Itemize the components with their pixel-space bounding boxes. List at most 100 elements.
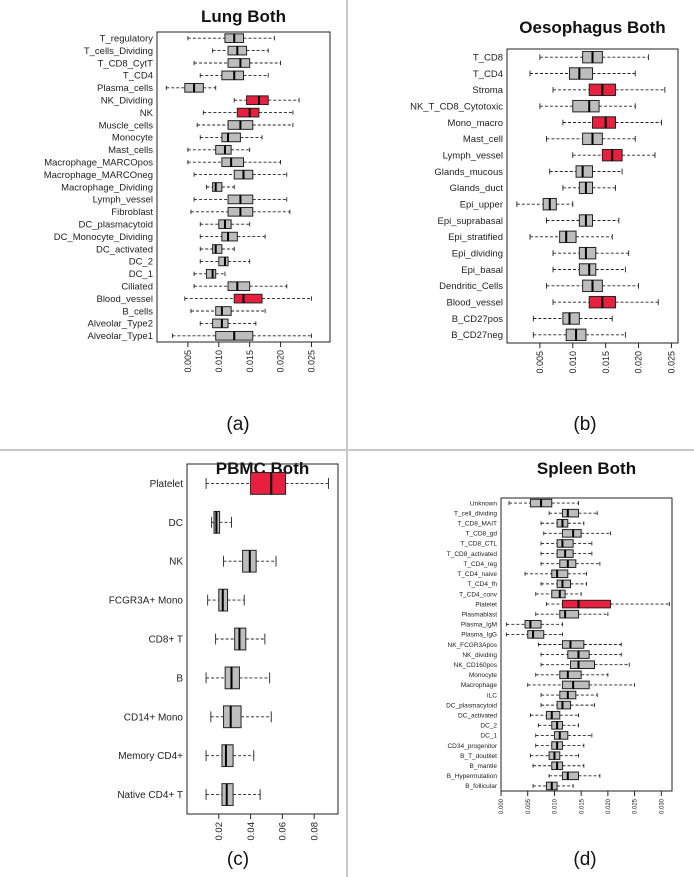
category-label: Stroma — [472, 85, 503, 96]
box-iqr — [250, 472, 287, 495]
box-epi-stratified — [529, 230, 613, 244]
box-t-cd8-mait — [540, 518, 585, 528]
box-epi-dividing — [552, 246, 630, 260]
box-iqr — [221, 231, 238, 242]
box-iqr — [221, 157, 244, 168]
box-iqr — [556, 700, 571, 710]
category-label: B_CD27neg — [451, 330, 503, 341]
category-label: T_CD8 — [473, 52, 503, 63]
box-muscle-cells — [196, 120, 294, 130]
category-label: T_CD8_CTL — [461, 541, 498, 548]
box-iqr — [556, 539, 574, 548]
x-tick-label: 0.005 — [535, 351, 545, 374]
box-nk-dividing — [540, 650, 622, 659]
chart-title: Oesophagus Both — [519, 18, 665, 37]
x-tick-label: 0.015 — [601, 351, 611, 374]
box-iqr — [559, 670, 582, 680]
plot-frame — [500, 497, 673, 792]
box-iqr — [221, 70, 244, 81]
box-iqr — [561, 771, 579, 781]
box-iqr — [551, 569, 569, 579]
x-tick-label: 0.025 — [307, 350, 317, 373]
box-plasma-igm — [505, 620, 563, 629]
box-glands-duct — [562, 181, 616, 195]
box-t-cd8 — [539, 50, 649, 64]
box-cd8-t — [215, 627, 266, 651]
box-epi-suprabasal — [546, 214, 620, 227]
box-fibroblast — [190, 206, 291, 217]
oesophagus-boxplot: Oesophagus Both 0.005 0.010 0.015 0.020 0.025… — [410, 18, 679, 374]
box-plasma-cells — [165, 82, 217, 93]
box-iqr — [592, 116, 617, 129]
category-label: T_CD8_CytT — [98, 58, 154, 69]
box-macrophage-marcopos — [187, 157, 282, 168]
box-nk — [202, 107, 294, 118]
category-label: Lymph_vessel — [443, 150, 503, 161]
category-label: DC_activated — [458, 712, 497, 719]
box-iqr — [559, 230, 577, 244]
box-iqr — [212, 182, 223, 192]
x-tick-label: 0.015 — [579, 798, 585, 814]
box-iqr — [578, 263, 597, 276]
box-iqr — [561, 680, 590, 690]
box-iqr — [221, 132, 241, 143]
box-dc — [211, 510, 232, 534]
category-label: Ciliated — [121, 282, 153, 293]
x-tick-label: 0.04 — [246, 822, 257, 841]
category-label: Alveolar_Type2 — [88, 319, 153, 330]
box-b-mantle — [532, 761, 585, 771]
box-dc-1 — [535, 731, 593, 740]
category-label: B_mantle — [470, 763, 498, 770]
category-label: Blood_vessel — [446, 297, 503, 308]
box-ilc — [540, 690, 598, 700]
box-iqr — [568, 67, 594, 80]
caption-d: (d) — [573, 849, 597, 870]
box-alveolar-type2 — [199, 318, 257, 329]
box-memory-cd4 — [205, 744, 255, 768]
x-tick-label: 0.020 — [634, 351, 644, 374]
x-tick-label: 0.02 — [214, 822, 225, 841]
category-label: Lymph_vessel — [93, 195, 153, 206]
lung-boxplot: Lung Both 0.005 0.010 0.015 0.020 0.025 T_regu… — [44, 7, 331, 373]
box-t-cd4-reg — [540, 559, 601, 568]
box-iqr — [559, 609, 579, 619]
category-label: DC_Monocyte_Dividing — [54, 232, 153, 243]
plot-frame — [186, 463, 339, 815]
box-iqr — [561, 640, 585, 649]
category-label: NK — [169, 557, 183, 568]
category-label: Plasma_cells — [97, 83, 153, 94]
box-b-hypermutation — [548, 771, 601, 781]
category-label: B_CD27pos — [452, 314, 503, 325]
category-label: DC_plasmacytoid — [446, 702, 497, 709]
category-label: T_regulatory — [100, 34, 154, 45]
x-tick-label: 0.010 — [214, 350, 224, 373]
box-alveolar-type1 — [171, 330, 312, 341]
box-platelet — [205, 472, 329, 495]
box-t-cells-dividing — [212, 45, 269, 56]
category-label: Alveolar_Type1 — [88, 331, 153, 342]
box-cd34-progenitor — [535, 741, 585, 750]
box-mast-cells — [187, 144, 251, 155]
box-iqr — [227, 58, 251, 68]
box-plasma-igg — [505, 630, 563, 639]
x-tick-label: 0.010 — [553, 798, 559, 814]
box-plasmablast — [535, 609, 609, 619]
box-stroma — [552, 83, 666, 97]
category-label: NK_dividing — [462, 652, 497, 659]
box-b — [205, 666, 271, 690]
category-label: FCGR3A+ Mono — [109, 596, 184, 607]
category-label: Glands_duct — [450, 183, 504, 194]
category-label: Unknown — [470, 500, 497, 507]
x-tick-label: 0.000 — [499, 798, 505, 814]
box-b-t-doublet — [529, 751, 579, 760]
x-tick-label: 0.06 — [278, 822, 289, 841]
box-t-cd4 — [199, 70, 269, 81]
category-label: T_CD4 — [473, 69, 503, 80]
category-label: CD34_progenitor — [447, 743, 497, 750]
x-tick-label: 0.08 — [309, 822, 320, 841]
box-iqr — [575, 165, 594, 178]
x-tick-label: 0.025 — [667, 351, 677, 374]
category-label: Mast_cell — [463, 134, 503, 145]
box-iqr — [569, 660, 596, 669]
category-label: Macrophage — [461, 682, 498, 689]
